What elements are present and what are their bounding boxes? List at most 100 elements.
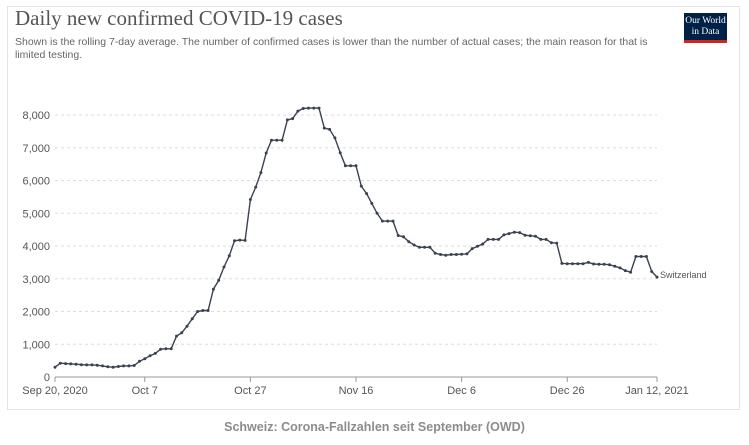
data-point[interactable] [433,251,437,255]
data-point[interactable] [576,262,580,266]
data-point[interactable] [85,363,89,367]
data-point[interactable] [644,255,648,258]
data-point[interactable] [312,106,316,110]
data-point[interactable] [201,309,205,312]
data-point[interactable] [386,219,390,223]
data-point[interactable] [428,245,432,249]
data-point[interactable] [206,309,210,312]
data-point[interactable] [655,275,659,279]
data-point[interactable] [127,364,131,368]
data-point[interactable] [159,347,163,351]
data-point[interactable] [502,233,506,237]
data-point[interactable] [190,317,194,321]
data-point[interactable] [359,184,363,188]
data-point[interactable] [343,164,347,168]
data-point[interactable] [539,237,543,241]
data-point[interactable] [275,138,279,142]
data-point[interactable] [581,262,585,266]
data-point[interactable] [111,365,115,369]
data-point[interactable] [116,365,120,368]
data-point[interactable] [518,231,522,235]
data-point[interactable] [470,247,474,251]
data-point[interactable] [106,365,110,369]
data-point[interactable] [243,238,247,242]
data-point[interactable] [64,362,68,366]
data-point[interactable] [317,106,321,110]
data-point[interactable] [507,232,511,236]
data-point[interactable] [391,219,395,223]
data-point[interactable] [476,244,479,248]
data-point[interactable] [650,270,654,273]
data-point[interactable] [623,269,627,273]
data-point[interactable] [69,362,73,366]
data-point[interactable] [444,253,448,257]
data-point[interactable] [296,109,300,113]
data-point[interactable] [439,253,442,256]
data-point[interactable] [528,234,532,238]
data-point[interactable] [555,241,559,245]
data-point[interactable] [180,331,184,335]
data-point[interactable] [560,261,564,265]
data-point[interactable] [402,235,405,239]
data-point[interactable] [349,164,353,168]
data-point[interactable] [307,106,310,110]
data-point[interactable] [280,138,284,142]
data-point[interactable] [407,240,411,244]
data-point[interactable] [233,239,236,243]
data-point[interactable] [449,253,453,256]
data-point[interactable] [138,359,141,363]
data-point[interactable] [185,324,189,328]
data-point[interactable] [608,263,611,267]
data-point[interactable] [211,287,215,291]
data-point[interactable] [122,364,126,368]
data-point[interactable] [217,278,221,282]
data-point[interactable] [301,107,305,110]
data-point[interactable] [95,363,99,367]
data-point[interactable] [423,245,427,249]
data-point[interactable] [354,164,358,168]
data-point[interactable] [544,237,548,241]
data-point[interactable] [365,192,369,196]
data-point[interactable] [333,136,337,140]
data-point[interactable] [592,262,596,266]
data-point[interactable] [169,347,173,351]
data-point[interactable] [639,255,643,258]
data-point[interactable] [196,310,200,313]
data-point[interactable] [618,266,622,270]
data-point[interactable] [597,262,601,266]
data-point[interactable] [148,354,152,358]
data-point[interactable] [254,185,258,189]
data-point[interactable] [132,364,136,367]
data-point[interactable] [512,230,516,234]
data-point[interactable] [143,357,147,361]
data-point[interactable] [380,219,384,223]
data-point[interactable] [460,252,464,256]
data-point[interactable] [454,253,458,256]
data-point[interactable] [259,171,263,175]
data-point[interactable] [74,362,78,366]
data-point[interactable] [370,201,374,205]
data-point[interactable] [602,262,606,266]
data-point[interactable] [491,237,495,241]
data-point[interactable] [523,233,527,237]
data-point[interactable] [328,127,332,131]
data-point[interactable] [227,254,231,258]
data-point[interactable] [338,151,342,155]
data-point[interactable] [613,264,617,268]
data-point[interactable] [164,347,168,351]
data-point[interactable] [264,151,268,155]
data-point[interactable] [486,237,490,241]
data-point[interactable] [549,241,553,245]
data-point[interactable] [586,260,590,264]
data-point[interactable] [629,270,633,274]
data-point[interactable] [396,234,400,237]
data-point[interactable] [285,118,289,122]
data-point[interactable] [481,242,485,246]
data-point[interactable] [153,351,157,355]
data-point[interactable] [248,198,252,201]
data-point[interactable] [175,334,178,338]
data-point[interactable] [565,262,569,266]
data-point[interactable] [58,361,62,365]
data-point[interactable] [417,245,421,249]
data-point[interactable] [497,237,501,241]
